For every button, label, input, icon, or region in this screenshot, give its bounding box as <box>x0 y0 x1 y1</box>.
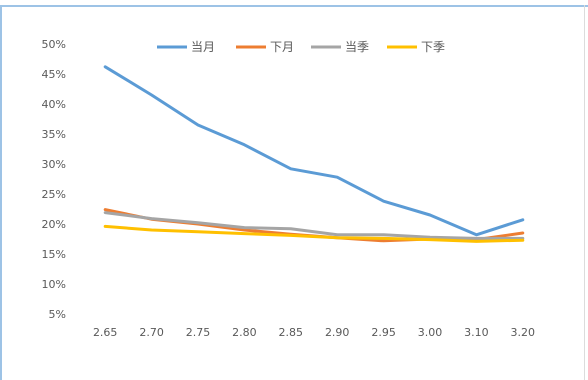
legend: 当月 下月 当季 下季 <box>157 40 445 54</box>
series-line-1 <box>103 65 525 237</box>
x-tick-label: 2.95 <box>371 326 396 339</box>
right-border <box>584 5 585 380</box>
left-border <box>0 5 2 380</box>
series-line-4 <box>103 224 525 243</box>
series-line-3 <box>103 211 525 240</box>
y-tick-label: 5% <box>49 308 66 321</box>
y-tick-label: 30% <box>42 158 66 171</box>
x-axis: 2.65 2.70 2.75 2.80 2.85 2.90 2.95 3.00 3.10 3.20 <box>93 326 535 339</box>
y-tick-label: 50% <box>42 38 66 51</box>
y-tick-label: 15% <box>42 248 66 261</box>
legend-label: 下季 <box>421 40 445 54</box>
x-tick-label: 2.75 <box>186 326 211 339</box>
y-tick-label: 20% <box>42 218 66 231</box>
y-tick-label: 25% <box>42 188 66 201</box>
x-tick-label: 2.90 <box>325 326 350 339</box>
legend-label: 当月 <box>191 40 215 54</box>
top-border <box>0 5 588 7</box>
y-tick-label: 10% <box>42 278 66 291</box>
x-tick-label: 2.85 <box>279 326 304 339</box>
y-tick-label: 45% <box>42 68 66 81</box>
legend-label: 当季 <box>345 40 369 54</box>
x-tick-label: 2.80 <box>232 326 257 339</box>
y-axis: 5% 10% 15% 20% 25% 30% 35% 40% 45% 50% <box>42 38 66 321</box>
y-tick-label: 40% <box>42 98 66 111</box>
x-tick-label: 2.70 <box>139 326 164 339</box>
x-tick-label: 2.65 <box>93 326 118 339</box>
y-tick-label: 35% <box>42 128 66 141</box>
x-tick-label: 3.10 <box>464 326 489 339</box>
series-lines <box>103 65 525 243</box>
x-tick-label: 3.20 <box>511 326 536 339</box>
x-tick-label: 3.00 <box>418 326 443 339</box>
legend-label: 下月 <box>270 40 294 54</box>
